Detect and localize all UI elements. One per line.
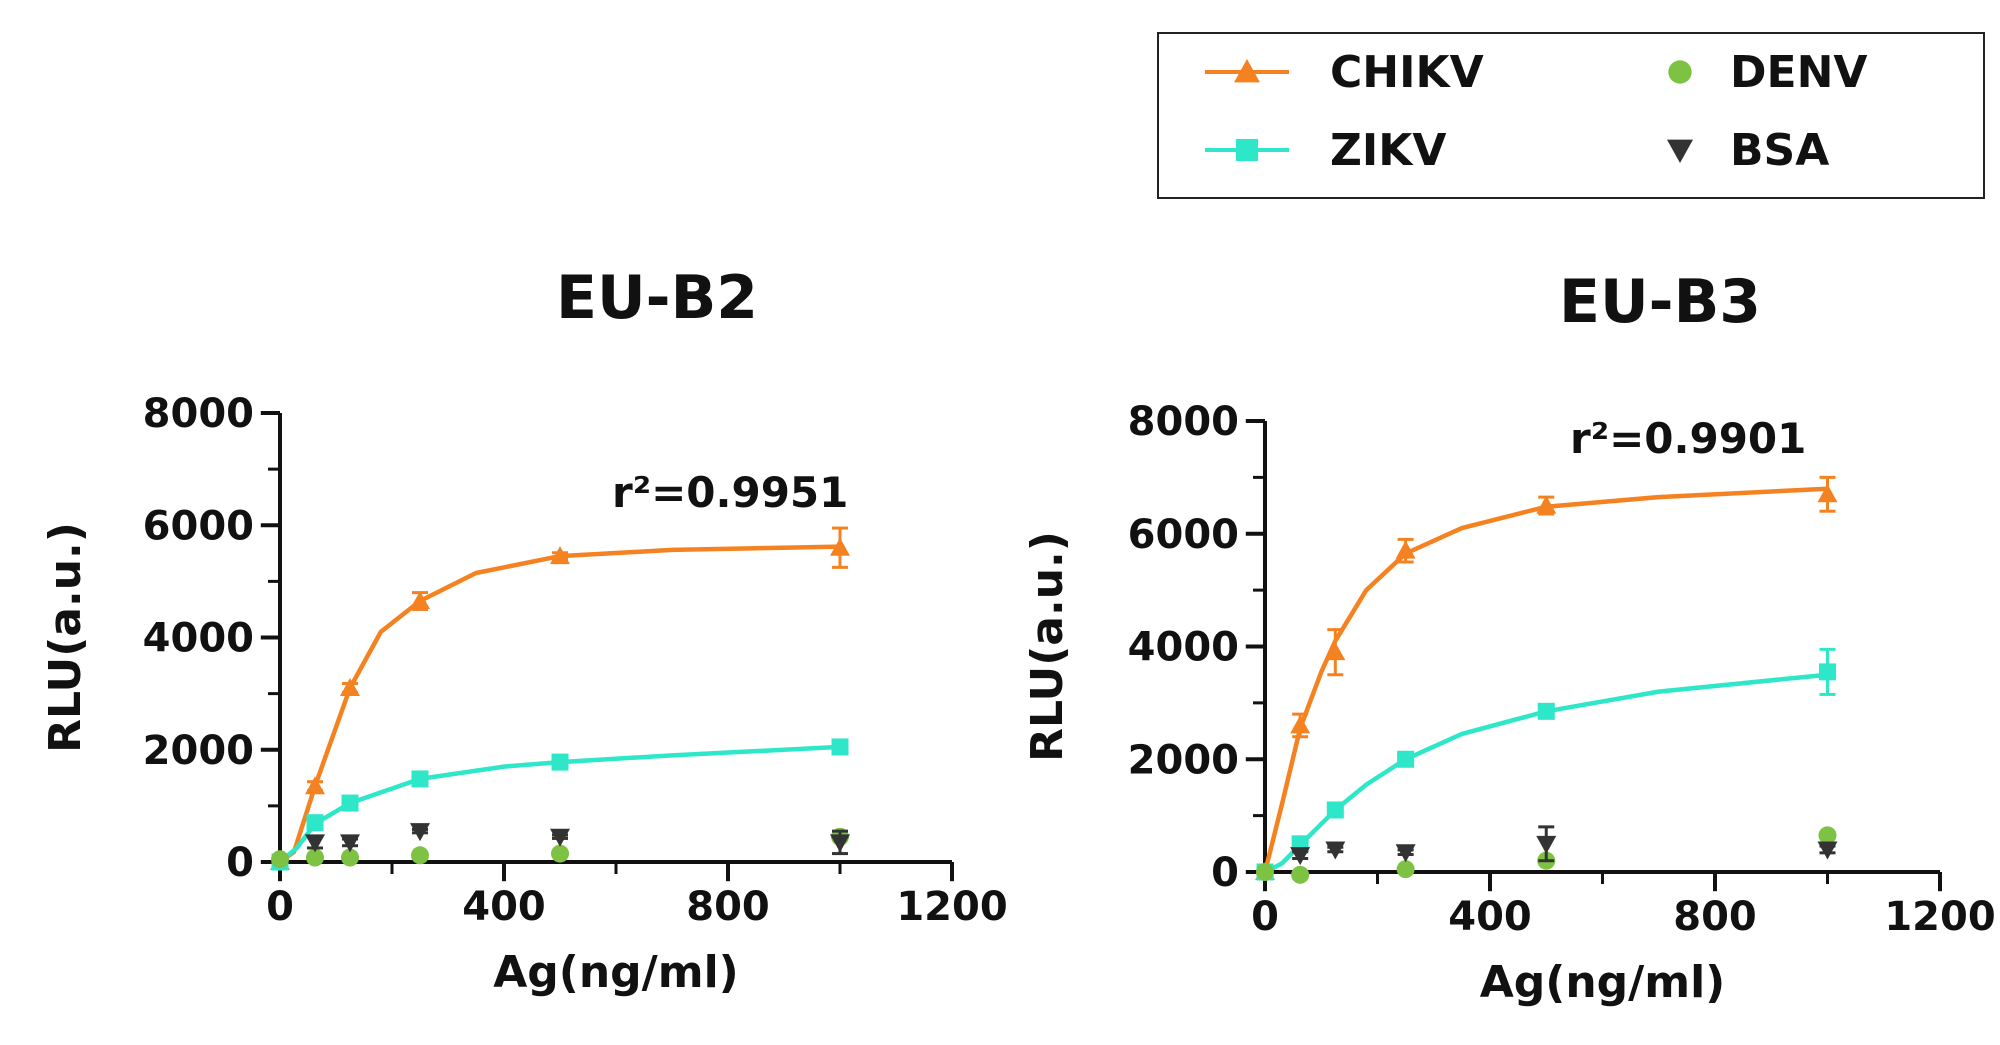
data-point-chikv <box>1817 484 1838 503</box>
x-axis-label: Ag(ng/ml) <box>493 947 739 998</box>
fit-curve-chikv <box>278 544 841 864</box>
x-tick-label: 800 <box>1673 894 1757 940</box>
data-point-bsa <box>1290 847 1311 866</box>
legend-label-zikv: ZIKV <box>1330 125 1446 176</box>
x-tick-label: 800 <box>686 884 770 930</box>
x-tick-label: 400 <box>1448 894 1532 940</box>
data-point-zikv <box>551 753 569 771</box>
legend-marker-bsa <box>1667 139 1693 163</box>
legend-label-bsa: BSA <box>1730 125 1829 176</box>
data-point-chikv <box>1395 540 1416 559</box>
x-tick-label: 0 <box>1251 894 1279 940</box>
data-point-bsa <box>1325 841 1346 860</box>
series-chikv <box>1255 475 1838 880</box>
r-squared-annotation: r²=0.9951 <box>612 468 848 517</box>
data-point-bsa <box>410 823 430 842</box>
chart-eu-b2: EU-B2 0 2000 4000 6000 8000 0 400 800 1200 Ag(ng/m… <box>40 263 1008 998</box>
y-tick-label: 0 <box>226 840 254 886</box>
data-point-chikv <box>1536 495 1557 514</box>
r-squared-annotation: r²=0.9901 <box>1570 414 1806 463</box>
data-point-chikv <box>1325 642 1346 661</box>
data-point-denv <box>341 848 359 867</box>
data-point-chikv <box>340 678 360 697</box>
data-point-zikv <box>1537 702 1555 720</box>
data-point-denv <box>1256 863 1274 881</box>
data-point-chikv <box>550 546 570 565</box>
y-tick-label: 0 <box>1211 850 1239 896</box>
data-point-chikv <box>830 537 850 556</box>
series-bsa <box>1290 825 1838 866</box>
data-point-zikv <box>1397 750 1415 768</box>
data-point-denv <box>1396 860 1415 879</box>
chart-title: EU-B2 <box>556 263 758 333</box>
data-point-denv <box>1291 865 1310 884</box>
y-tick-label: 4000 <box>1128 625 1239 671</box>
data-point-zikv <box>411 770 429 788</box>
x-tick-label: 0 <box>266 884 294 930</box>
legend-label-chikv: CHIKV <box>1330 47 1484 98</box>
data-point-bsa <box>830 834 850 853</box>
legend-marker-denv <box>1668 60 1692 84</box>
data-point-denv <box>551 844 569 863</box>
legend-label-denv: DENV <box>1730 47 1867 98</box>
data-point-bsa <box>550 828 570 847</box>
data-point-zikv <box>341 794 359 812</box>
data-point-chikv <box>1290 715 1311 734</box>
y-tick-label: 8000 <box>143 391 254 437</box>
y-tick-label: 6000 <box>1128 512 1239 558</box>
x-tick-label: 1200 <box>1884 894 1995 940</box>
y-axis-label: RLU(a.u.) <box>40 522 91 753</box>
data-point-denv <box>1818 826 1837 845</box>
data-point-bsa <box>305 834 325 853</box>
chart-title: EU-B3 <box>1559 267 1761 337</box>
data-point-zikv <box>306 814 324 832</box>
y-tick-label: 2000 <box>1128 737 1239 783</box>
chart-eu-b3: EU-B3 0 2000 4000 6000 8000 0 400 800 1200 Ag(ng/m… <box>1022 267 1996 1008</box>
legend-marker-chikv <box>1234 59 1260 83</box>
legend: CHIKV ZIKV DENV BSA <box>1157 32 1985 199</box>
data-point-bsa <box>1817 841 1838 860</box>
x-tick-label: 1200 <box>896 884 1007 930</box>
data-point-bsa <box>1536 835 1557 854</box>
legend-marker-zikv <box>1235 138 1259 162</box>
x-tick-label: 400 <box>462 884 546 930</box>
data-point-chikv <box>410 591 430 610</box>
data-point-zikv <box>831 738 849 756</box>
data-point-bsa <box>340 834 360 853</box>
data-point-denv <box>306 848 324 867</box>
data-point-chikv <box>305 776 325 795</box>
y-tick-label: 2000 <box>143 728 254 774</box>
data-point-zikv <box>1326 801 1344 819</box>
series-bsa <box>305 823 850 856</box>
y-axis-label: RLU(a.u.) <box>1022 531 1073 762</box>
series-chikv <box>270 526 850 870</box>
series-denv <box>1256 826 1837 884</box>
data-point-denv <box>271 850 289 869</box>
y-tick-label: 6000 <box>143 503 254 549</box>
data-point-denv <box>411 846 429 865</box>
fit-curve-chikv <box>1262 486 1828 873</box>
data-point-zikv <box>1819 663 1836 681</box>
legend-box <box>1157 32 1985 199</box>
y-tick-label: 4000 <box>143 616 254 662</box>
x-axis-label: Ag(ng/ml) <box>1480 957 1726 1008</box>
data-point-bsa <box>1395 844 1416 863</box>
fit-curve-zikv <box>1263 672 1828 875</box>
y-tick-label: 8000 <box>1128 399 1239 445</box>
